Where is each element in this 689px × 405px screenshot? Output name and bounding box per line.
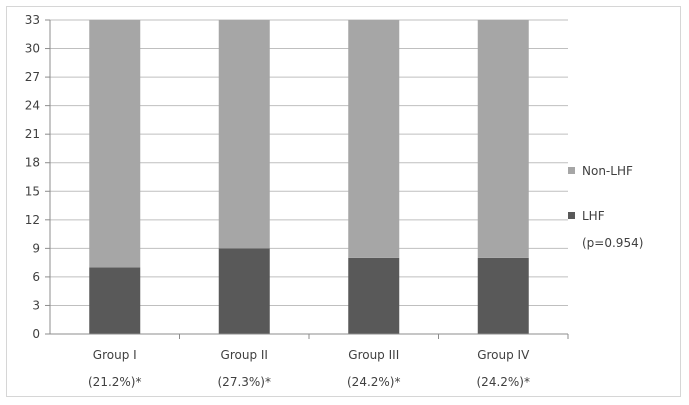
- bar-segment-lhf: [348, 257, 400, 334]
- y-tick-label: 18: [25, 156, 40, 170]
- legend-swatch-lhf: [568, 212, 575, 219]
- y-tick-label: 21: [25, 127, 40, 141]
- y-tick-label: 33: [25, 13, 40, 27]
- x-category-sublabel: (24.2%)*: [477, 375, 530, 389]
- legend-label-lhf: LHF: [582, 209, 605, 223]
- bar-segment-non-lhf: [477, 20, 529, 258]
- bar-segment-lhf: [89, 267, 141, 334]
- legend-label-non-lhf: Non-LHF: [582, 164, 633, 178]
- legend-swatch-non-lhf: [568, 167, 575, 174]
- bars: [89, 20, 529, 334]
- y-tick-label: 12: [25, 213, 40, 227]
- bar-segment-lhf: [477, 257, 529, 334]
- x-category-label: Group II: [221, 348, 268, 362]
- x-category-label: Group I: [93, 348, 137, 362]
- x-category-label: Group IV: [477, 348, 530, 362]
- y-tick-label: 9: [32, 241, 40, 255]
- y-tick-label: 15: [25, 184, 40, 198]
- bar-segment-lhf: [218, 248, 270, 334]
- y-tick-label: 27: [25, 70, 40, 84]
- x-category-sublabel: (27.3%)*: [218, 375, 271, 389]
- axes: 0 3 6 9 12 15 18 21 24 27 30 33 Group I (21.2%)* Group…: [25, 13, 569, 389]
- bar-segment-non-lhf: [348, 20, 400, 258]
- bar-segment-non-lhf: [218, 20, 270, 249]
- y-tick-label: 24: [25, 99, 40, 113]
- y-tick-label: 30: [25, 42, 40, 56]
- x-category-sublabel: (24.2%)*: [347, 375, 400, 389]
- y-tick-label: 0: [32, 327, 40, 341]
- bar-segment-non-lhf: [89, 20, 141, 268]
- y-tick-label: 6: [32, 270, 40, 284]
- legend: Non-LHF LHF (p=0.954): [568, 164, 643, 250]
- x-category-label: Group III: [348, 348, 399, 362]
- x-category-sublabel: (21.2%)*: [88, 375, 141, 389]
- legend-note: (p=0.954): [582, 236, 643, 250]
- y-tick-label: 3: [32, 298, 40, 312]
